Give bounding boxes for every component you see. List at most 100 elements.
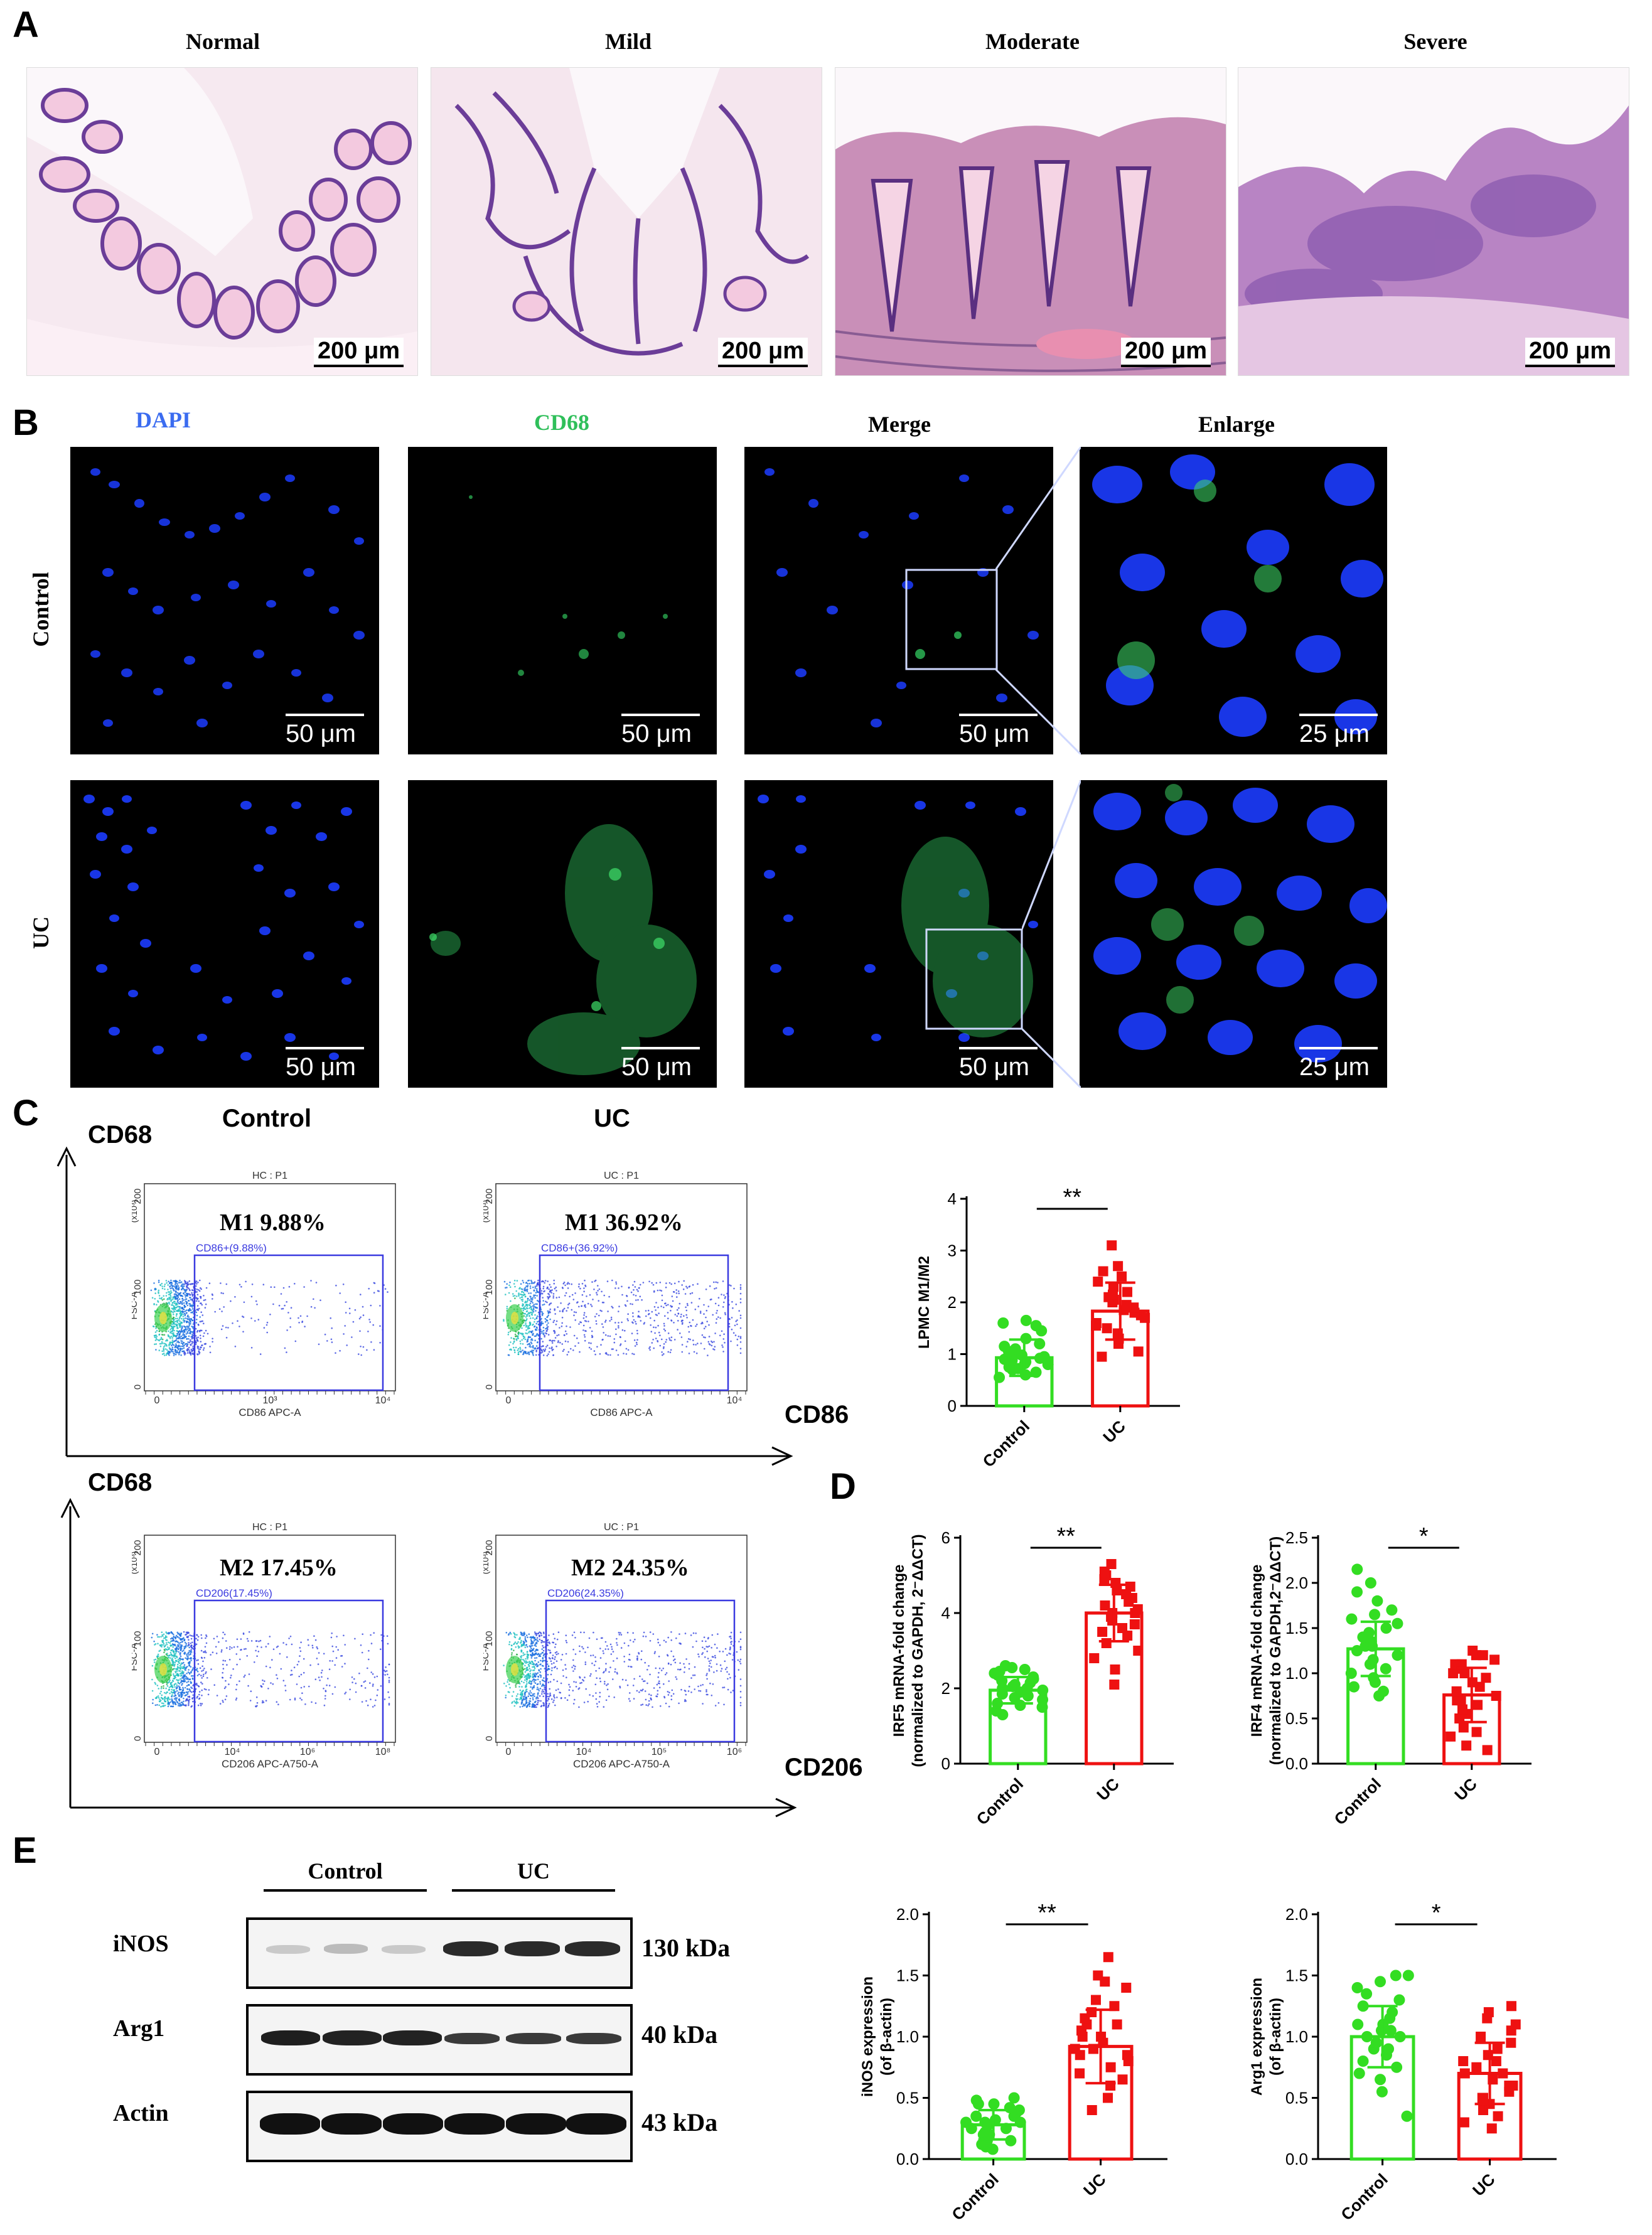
chart-point [994,1371,1006,1383]
chart-point [1401,2110,1413,2122]
chart-point [1457,1704,1468,1715]
wb-kda-actin: 43 kDa [641,2108,718,2136]
flow-plot-ytick: 0 [132,1736,143,1741]
chart-point [1375,2074,1386,2086]
chart-ylabel-line: (of β-actin) [1267,1998,1284,2076]
chart-ytick-label: 0.5 [1285,1709,1308,1728]
chart-ytick-label: 1.5 [1285,1619,1308,1637]
panel-letter-e: E [13,1830,37,1871]
chart-point [1380,1622,1392,1634]
flow-plot-yunit: (x10³) [132,1552,139,1575]
chart-category-label: Control [1337,2170,1392,2224]
wb-label-arg1: Arg1 [113,2015,165,2042]
chart-ylabel-line: iNOS expression [859,1976,876,2097]
chart-point [1351,1982,1363,1993]
flow-plot-ytick: 100 [132,1279,143,1295]
he-scale-mild: 200 μm [718,338,808,367]
chart-point [1386,2007,1398,2018]
flow-plot-header: HC : P1 [252,1522,287,1533]
flow-plot-percent: M1 9.88% [220,1209,326,1236]
chart-point [1091,1318,1102,1328]
chart-category-label: UC [1469,2170,1499,2200]
chart-point [979,2116,991,2128]
chart-point [1506,2001,1516,2012]
chart-point [1113,1261,1124,1272]
if-uc-dapi [70,780,379,1088]
chart-point [970,2110,982,2122]
chart-ytick-label: 1.5 [1285,1966,1308,1985]
flow-plot-gate [545,1599,736,1743]
flow-plot-4: UC : P1 CD206(24.35%) M2 24.35% 200 100 0 (x10… [480,1519,759,1795]
flow-plot-header: UC : P1 [604,1522,639,1533]
chart-point [1020,1314,1032,1326]
chart-ytick-label: 0.5 [1285,2089,1308,2108]
chart-point [1030,1320,1042,1332]
chart-point [1132,1604,1143,1614]
flow-plot-xtick: 10⁸ [375,1747,391,1757]
flow-plot-gate-label: CD206(17.45%) [196,1587,272,1599]
chart-point [1014,2116,1026,2128]
chart-ylabel-line: (normalized to GAPDH, 2⁻ΔΔCT) [909,1534,926,1767]
chart-significance: ** [1038,1900,1056,1926]
chart-point [1086,2105,1097,2115]
wb-kda-inos: 130 kDa [641,1934,731,1962]
flow-plot-ytick: 0 [484,1736,495,1741]
chart-point [1013,2104,1025,2116]
fc-axes-row1 [50,1136,803,1469]
chart-point [1371,1595,1383,1607]
flow-plot-xtick: 10⁴ [375,1395,391,1406]
chart-inos: 0.0 0.5 1.0 1.5 2.0 iNOS expression (of β-acti… [829,1895,1205,2228]
chart-point [1394,2031,1406,2042]
if-control-cd68 [408,447,717,754]
chart-point [1348,1681,1360,1693]
chart-point [1377,1685,1389,1697]
flow-plot-events [503,1631,742,1708]
chart-point [1075,2068,1085,2079]
flow-plot-frame [495,1535,748,1743]
chart-ylabel-line: IRF4 mRNA-fold change [1248,1565,1265,1737]
chart-ytick-label: 4 [941,1604,950,1622]
chart-ytick-label: 2.0 [1285,1905,1308,1924]
chart-ylabel-line: (of β-actin) [878,1998,895,2076]
chart-point [1009,1343,1021,1355]
flow-plot-ylabel: FSC-A [132,1292,139,1320]
flow-plot-gate [193,1254,384,1391]
fc-xaxis-name-1: CD86 [785,1401,849,1428]
flow-plot-gate [539,1254,729,1391]
chart-point [1034,1338,1046,1349]
chart-significance: * [1432,1900,1441,1926]
chart-category-label: UC [1099,1417,1129,1447]
flow-plot-gate-label: CD86+(36.92%) [541,1242,618,1254]
chart-point [1365,1636,1377,1648]
chart-point [1458,2056,1469,2066]
fc-yaxis-name-2: CD68 [88,1469,153,1496]
wb-blot-arg1 [246,2004,633,2076]
wb-blot-actin [246,2091,633,2162]
chart-category-label: UC [1093,1774,1123,1804]
flow-plot-ytick: 0 [132,1385,143,1390]
chart-point [1486,2123,1497,2134]
chart-point [1392,1649,1403,1661]
flow-plot-ylabel: FSC-A [483,1643,491,1671]
chart-point [1461,1740,1472,1751]
chart-point [1472,1700,1483,1710]
he-image-severe [1238,67,1629,376]
flow-plot-header: UC : P1 [604,1171,639,1181]
chart-point [1121,1300,1132,1310]
flow-plot-ytick: 200 [132,1540,143,1555]
flow-plot-xtick: 0 [154,1395,160,1406]
he-title-normal: Normal [186,29,260,54]
chart-category-label: Control [1330,1774,1385,1829]
chart-point [1093,1970,1103,1981]
chart-ytick-label: 0.0 [1285,2150,1308,2168]
chart-point [1471,1727,1482,1737]
flow-plot-xlabel: CD206 APC-A750-A [573,1758,670,1770]
chart-points [994,1314,1054,1383]
panel-letter-d: D [830,1466,856,1507]
chart-points [1446,1646,1501,1755]
chart-ytick-label: 0 [941,1754,950,1773]
if-control-enlarge [1080,447,1387,754]
flow-plot-2: UC : P1 CD86+(36.92%) M1 36.92% 200 100 0 (x10… [480,1167,759,1444]
chart-point [1122,1287,1133,1297]
panel-letter-b: B [13,402,39,443]
